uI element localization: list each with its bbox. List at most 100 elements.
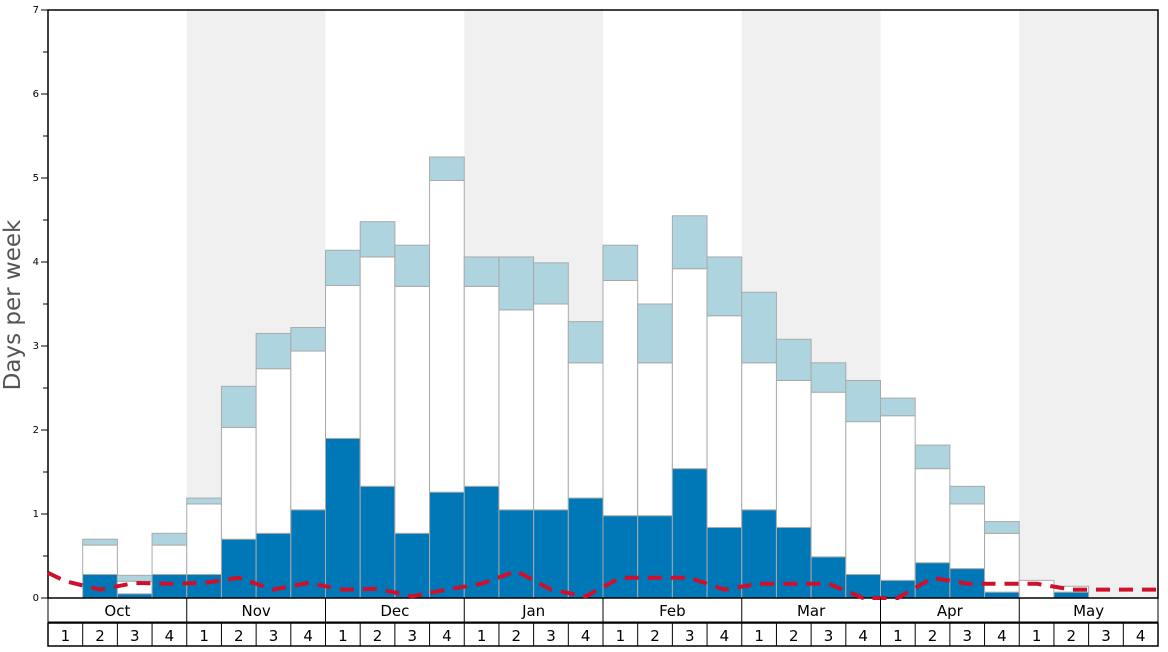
week-label: 4	[1136, 627, 1146, 645]
bar-segment-white	[533, 303, 569, 511]
week-label: 2	[1067, 627, 1077, 645]
bar-segment-light	[359, 221, 396, 258]
bar-segment-white	[151, 544, 188, 575]
bar-segment-white	[775, 379, 812, 528]
week-label: 4	[581, 627, 591, 645]
bar-segment-white	[498, 309, 535, 511]
week-label: 1	[199, 627, 209, 645]
week-label: 3	[546, 627, 556, 645]
y-axis: 0 1 2 3 4 5 6 7	[33, 5, 48, 604]
week-label: 3	[130, 627, 140, 645]
bar-segment-white	[949, 503, 986, 570]
bar-segment-light	[394, 244, 431, 287]
bar-segment-white	[880, 415, 916, 581]
bar-segment-dark	[394, 532, 431, 599]
week-label: 1	[754, 627, 764, 645]
week-label: 4	[720, 627, 730, 645]
bar-segment-white	[602, 279, 639, 517]
bar-segment-light	[186, 497, 222, 505]
bar-segment-white	[394, 285, 431, 534]
bar-segment-light	[498, 256, 535, 311]
bar-segment-white	[741, 362, 777, 511]
y-tick-label: 6	[33, 89, 39, 100]
bar-segment-light	[82, 538, 118, 546]
bar-segment-light	[567, 321, 604, 364]
bar-segment-white	[671, 268, 708, 470]
bar-segment-light	[290, 327, 326, 352]
month-band-may	[1019, 10, 1158, 598]
bar-segment-light	[602, 244, 639, 281]
y-axis-label: Days per week	[0, 219, 26, 390]
week-label: 3	[962, 627, 972, 645]
dashed-trend-line	[47, 569, 1158, 600]
bar-segment-dark	[984, 591, 1020, 599]
bar-segment-dark	[463, 485, 500, 599]
week-label: 1	[61, 627, 71, 645]
bar-segment-dark	[220, 538, 257, 599]
bar-segment-light	[255, 332, 292, 370]
bar-segment-dark	[498, 509, 535, 599]
week-label: 4	[858, 627, 868, 645]
bar-segment-white	[1053, 585, 1090, 593]
bar-segment-light	[429, 156, 465, 182]
bar-segment-white	[463, 285, 500, 487]
month-label-feb: Feb	[659, 602, 686, 620]
week-label: 3	[685, 627, 695, 645]
bar-segment-dark	[706, 526, 743, 599]
bar-segment-white	[325, 285, 361, 439]
trend-line	[47, 569, 1158, 600]
bar-segment-white	[637, 362, 673, 517]
week-label: 1	[893, 627, 903, 645]
y-tick-label: 2	[33, 425, 39, 436]
week-label: 4	[165, 627, 175, 645]
bar-segment-dark	[429, 491, 465, 599]
bar-segment-light	[151, 532, 188, 546]
bar-segment-light	[949, 485, 986, 505]
week-label: 2	[234, 627, 244, 645]
bar-segment-light	[984, 521, 1020, 534]
bar-segment-light	[637, 303, 673, 364]
month-label-dec: Dec	[380, 602, 409, 620]
month-label-may: May	[1073, 602, 1104, 620]
bar-segment-light	[880, 397, 916, 417]
bar-segment-dark	[880, 579, 916, 599]
bar-segment-white	[220, 426, 257, 540]
bar-segment-dark	[1053, 591, 1090, 599]
bar-segment-white	[845, 421, 881, 575]
y-tick-label: 4	[33, 257, 39, 268]
y-tick-label: 1	[33, 509, 39, 520]
week-label: 4	[997, 627, 1007, 645]
week-label: 4	[442, 627, 452, 645]
month-label-nov: Nov	[241, 602, 270, 620]
y-tick-label: 5	[33, 173, 39, 184]
bar-segment-light	[533, 262, 569, 305]
bar-segment-light	[914, 444, 951, 470]
bar-segment-dark	[533, 509, 569, 599]
week-label: 2	[95, 627, 105, 645]
bar-segment-dark	[82, 573, 118, 599]
week-label: 2	[928, 627, 938, 645]
week-label: 2	[373, 627, 383, 645]
month-label-oct: Oct	[104, 602, 130, 620]
y-tick-label: 0	[33, 593, 39, 604]
x-axis: Oct Nov Dec Jan Feb Mar Apr May 1 2 3 4 1 2 3 4 1 2 3 4 1 2 3 4…	[47, 598, 1159, 647]
bar-segment-dark	[151, 573, 188, 599]
week-label: 2	[789, 627, 799, 645]
bar-segment-light	[775, 338, 812, 381]
bar-segment-light	[845, 379, 881, 423]
week-label: 3	[824, 627, 834, 645]
y-tick-label: 7	[33, 5, 39, 16]
bar-segment-white	[82, 544, 118, 575]
bar-segment-light	[116, 574, 153, 582]
week-label: 1	[616, 627, 626, 645]
bar-segment-light	[220, 385, 257, 428]
week-label: 1	[477, 627, 487, 645]
week-label: 1	[1032, 627, 1042, 645]
week-label: 2	[650, 627, 660, 645]
bar-segment-dark	[359, 485, 396, 599]
bar-segment-white	[914, 468, 951, 564]
bar-segment-white	[255, 368, 292, 534]
bar-segment-dark	[567, 497, 604, 599]
bar-segment-light	[706, 256, 743, 317]
